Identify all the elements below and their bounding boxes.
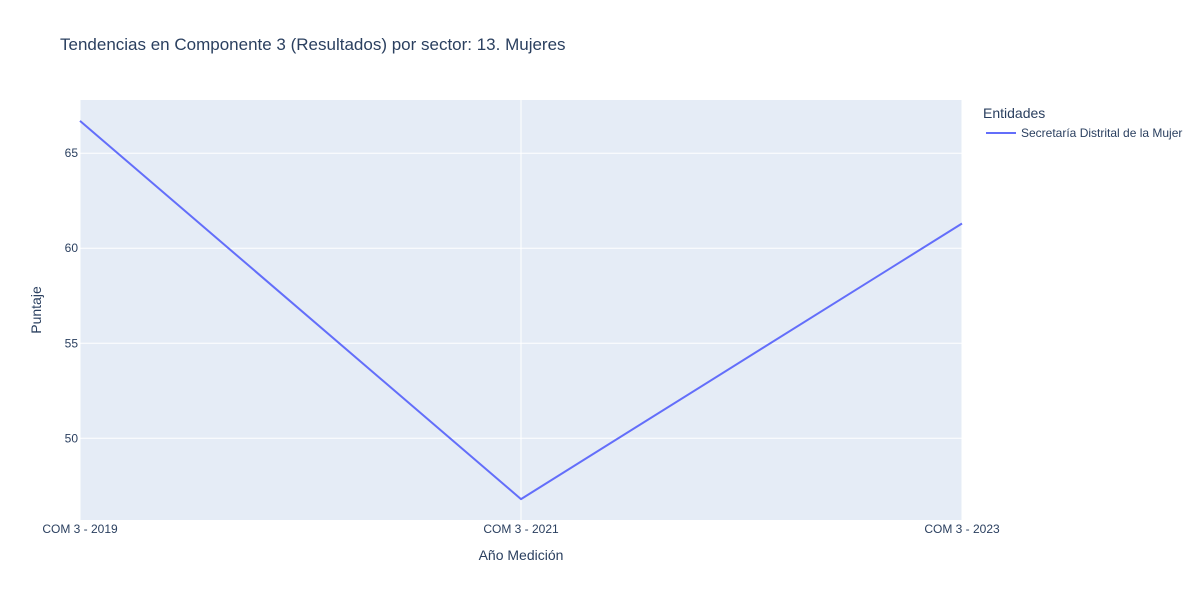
x-axis-ticks: COM 3 - 2019 COM 3 - 2021 COM 3 - 2023 (42, 522, 1000, 536)
y-axis-title: Puntaje (28, 286, 44, 334)
y-tick-label: 50 (65, 431, 79, 445)
chart-title: Tendencias en Componente 3 (Resultados) … (60, 35, 566, 54)
x-tick-label: COM 3 - 2019 (42, 522, 118, 536)
legend-item[interactable]: Secretaría Distrital de la Mujer (986, 126, 1182, 140)
series-layer (79, 120, 963, 501)
x-tick-label: COM 3 - 2023 (924, 522, 1000, 536)
legend-title: Entidades (983, 105, 1045, 121)
y-tick-label: 65 (65, 146, 79, 160)
x-tick-label: COM 3 - 2021 (483, 522, 559, 536)
y-tick-label: 60 (65, 241, 79, 255)
series-line[interactable] (79, 120, 963, 501)
legend-label: Secretaría Distrital de la Mujer (1021, 126, 1182, 140)
y-tick-label: 55 (65, 336, 79, 350)
y-axis-ticks: 50 55 60 65 (65, 146, 79, 445)
legend[interactable]: Entidades Secretaría Distrital de la Muj… (983, 105, 1182, 140)
legend-items[interactable]: Secretaría Distrital de la Mujer (986, 126, 1182, 140)
x-axis-title: Año Medición (479, 547, 564, 563)
